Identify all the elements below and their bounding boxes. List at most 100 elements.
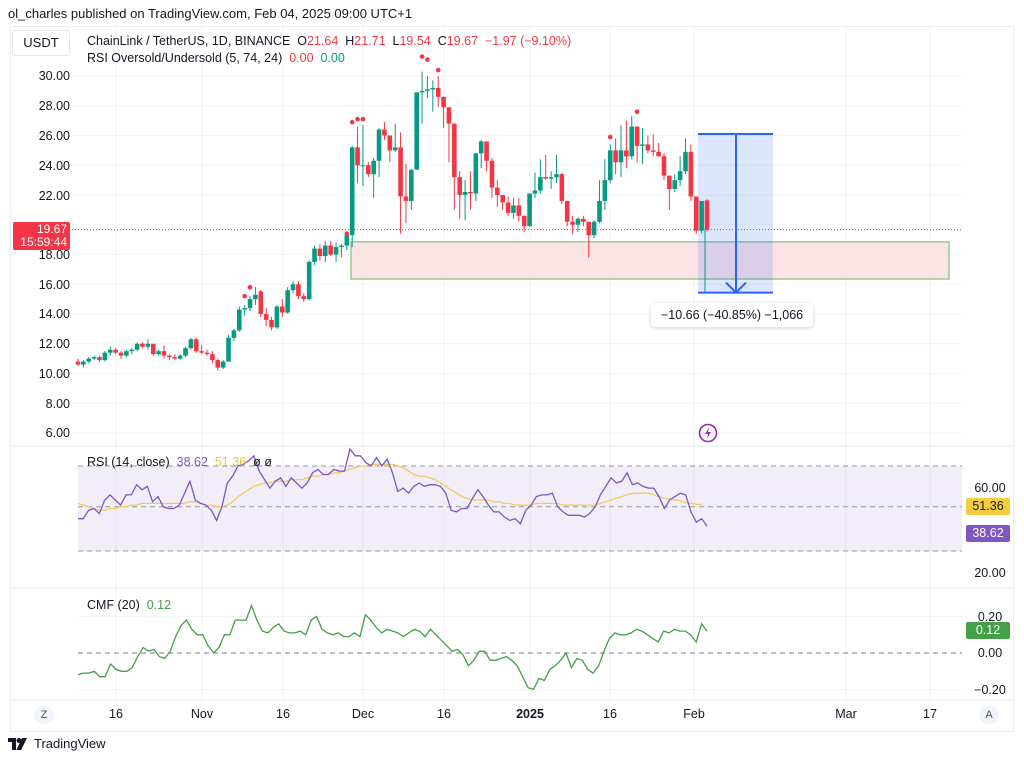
price-label: 6.00 xyxy=(45,426,70,440)
time-label: 16 xyxy=(603,707,617,721)
candle-body xyxy=(677,171,683,181)
signal-dot xyxy=(634,109,640,114)
candle-body xyxy=(661,156,667,176)
time-label: Feb xyxy=(683,707,705,721)
candle-body xyxy=(188,339,194,349)
rsi-value: 38.62 xyxy=(176,455,208,469)
candle-body xyxy=(478,141,484,154)
candle-body xyxy=(387,135,393,151)
rsi-band xyxy=(78,466,962,551)
cmf-legend[interactable]: CMF (20) 0.12 xyxy=(87,598,171,612)
candle-body xyxy=(699,200,704,231)
tradingview-brand[interactable]: TradingView xyxy=(8,736,106,751)
candle-body xyxy=(597,200,602,222)
candle-body xyxy=(457,177,463,195)
candle-body xyxy=(317,248,323,256)
candle-body xyxy=(452,123,457,178)
candle-body xyxy=(75,361,81,365)
candle-body xyxy=(581,218,586,222)
time-label: 17 xyxy=(923,707,937,721)
candle-body xyxy=(414,92,419,170)
candle-body xyxy=(409,169,414,201)
candle-body xyxy=(107,349,113,353)
candle-body xyxy=(220,361,226,368)
candle-body xyxy=(704,200,710,230)
support-zone xyxy=(350,241,950,280)
indicator-value-2: 0.00 xyxy=(320,51,345,65)
candle-body xyxy=(548,177,554,179)
bar-countdown: 15:59:44 xyxy=(20,235,67,249)
lightning-event-icon[interactable] xyxy=(698,423,718,443)
rsi-axis-label: 60.00 xyxy=(974,481,1006,495)
candle-body xyxy=(102,352,108,361)
candle-body xyxy=(419,90,425,93)
candle-body xyxy=(516,205,522,216)
signal-dot xyxy=(242,293,247,299)
candle-body xyxy=(495,187,500,195)
rsi-na-2: ø xyxy=(264,455,272,469)
candle-body xyxy=(204,352,210,355)
candle-body xyxy=(462,192,468,195)
signal-dot xyxy=(247,284,253,290)
cmf-title: CMF (20) xyxy=(87,598,140,612)
time-label: 16 xyxy=(276,707,290,721)
candle-body xyxy=(667,175,672,190)
brand-name: TradingView xyxy=(34,736,106,751)
price-label: 10.00 xyxy=(38,367,70,381)
tradingview-logo-icon xyxy=(8,737,27,750)
candle-body xyxy=(199,351,204,353)
price-label: 16.00 xyxy=(38,278,70,292)
candle-body xyxy=(591,221,597,236)
indicator-legend[interactable]: RSI Oversold/Undersold (5, 74, 24) 0.00 … xyxy=(87,51,345,65)
zoom-reset-button[interactable]: Z xyxy=(34,706,54,724)
candle-body xyxy=(532,190,538,194)
candle-body xyxy=(328,245,333,255)
candle-body xyxy=(258,294,264,314)
candle-body xyxy=(527,193,532,227)
candle-body xyxy=(215,360,221,368)
candle-body xyxy=(247,299,253,309)
high-value: 21.71 xyxy=(354,34,386,48)
indicator-value-1: 0.00 xyxy=(289,51,314,65)
candle-body xyxy=(193,339,199,352)
candle-body xyxy=(118,352,124,356)
candle-body xyxy=(312,248,317,262)
candle-body xyxy=(301,296,307,300)
current-price: 19.67 xyxy=(36,222,67,236)
candle-body xyxy=(425,89,430,91)
candle-body xyxy=(140,343,145,347)
candle-body xyxy=(688,151,694,197)
candle-body xyxy=(468,192,473,194)
auto-scale-button[interactable]: A xyxy=(979,706,999,724)
indicator-name: RSI Oversold/Undersold (5, 74, 24) xyxy=(87,51,283,65)
candle-body xyxy=(602,180,608,201)
open-value: 21.64 xyxy=(307,34,339,48)
candle-body xyxy=(177,355,183,359)
candle-body xyxy=(81,361,86,365)
candle-body xyxy=(489,160,495,188)
price-label: 30.00 xyxy=(38,69,70,83)
candle-body xyxy=(435,87,441,97)
rsi-legend[interactable]: RSI (14, close) 38.62 51.36 ø ø xyxy=(87,455,272,469)
candle-body xyxy=(575,218,581,225)
candle-body xyxy=(398,147,403,197)
candle-body xyxy=(183,348,188,356)
signal-dot xyxy=(419,54,425,59)
close-value: 19.67 xyxy=(446,34,479,48)
candle-body xyxy=(672,180,678,190)
candle-body xyxy=(150,343,156,355)
candle-body xyxy=(172,357,178,359)
candle-body xyxy=(97,357,102,361)
low-value: 19.54 xyxy=(399,34,431,48)
signal-dot xyxy=(425,57,430,62)
candle-body xyxy=(543,177,549,179)
candle-body xyxy=(263,314,269,320)
price-label: 28.00 xyxy=(38,99,70,113)
candle-body xyxy=(505,202,511,213)
candle-body xyxy=(156,351,161,355)
candle-body xyxy=(124,351,129,356)
price-label: 24.00 xyxy=(38,159,70,173)
candle-body xyxy=(613,150,618,163)
candle-body xyxy=(113,349,118,353)
